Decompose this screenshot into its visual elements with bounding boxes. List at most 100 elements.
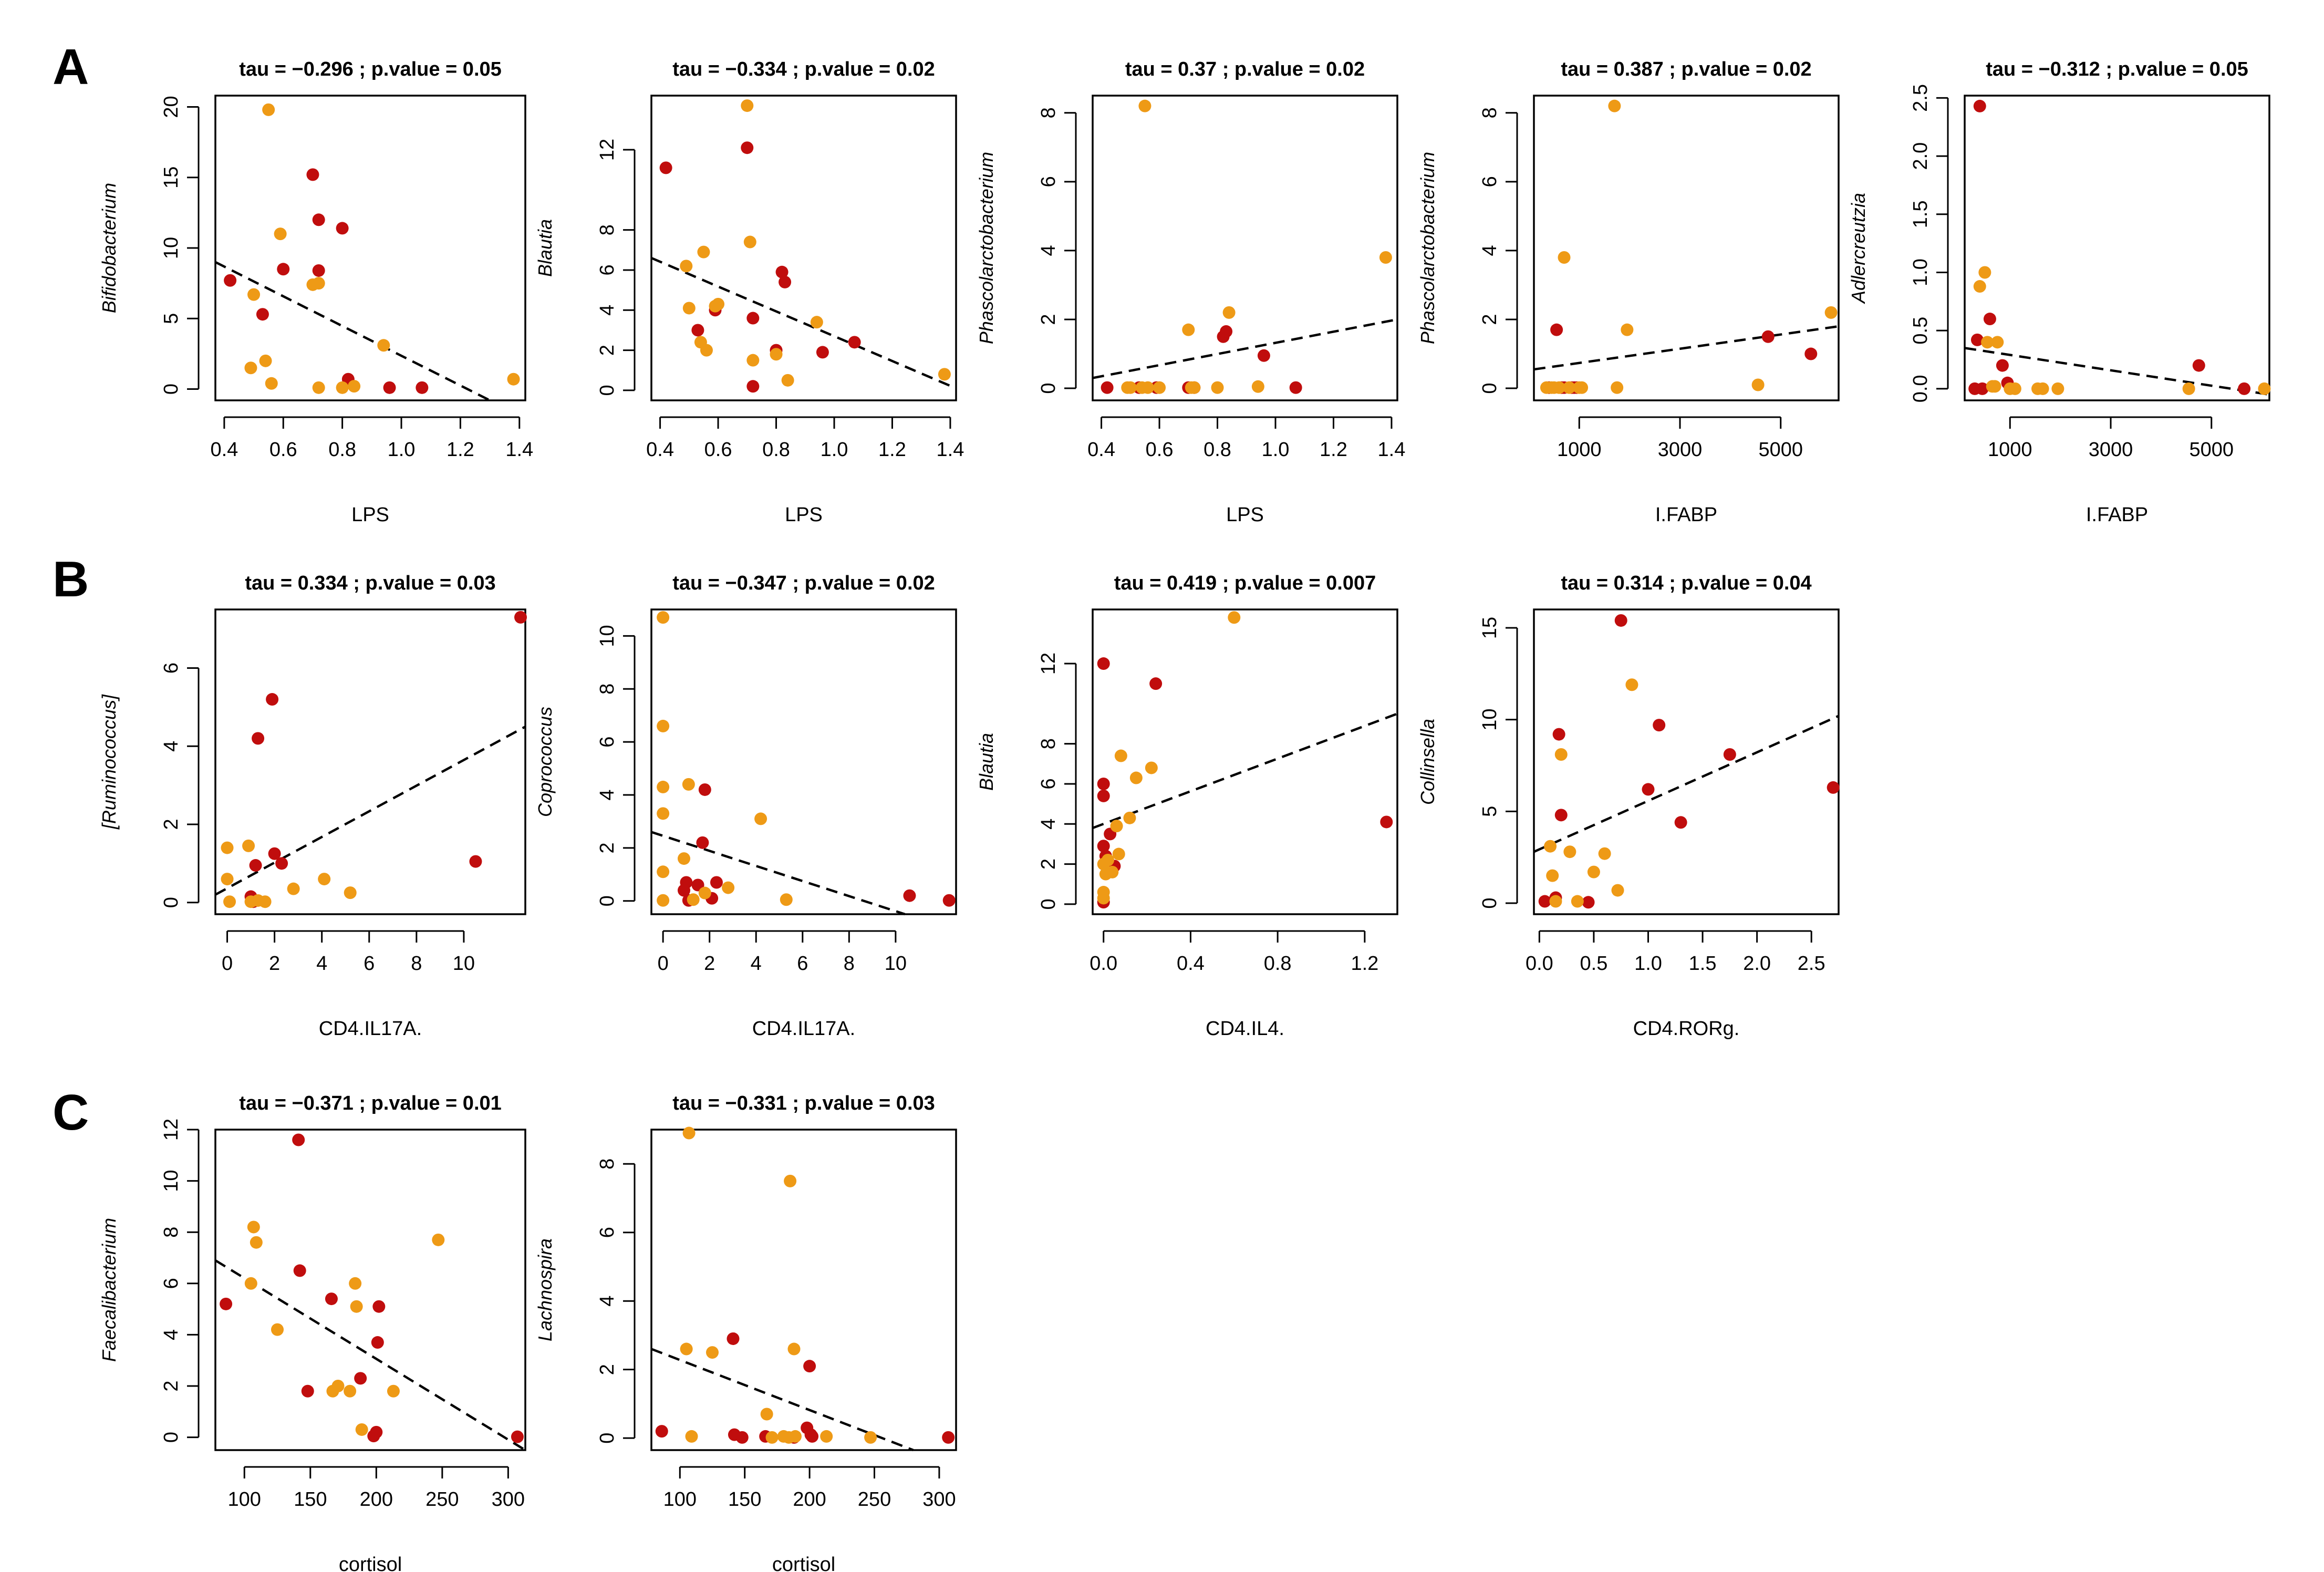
series-red: [1097, 657, 1393, 909]
y-tick-label: 6: [1038, 778, 1060, 789]
y-axis: 0.0 0.5 1.0 1.5 2.0 2.5: [1910, 84, 1949, 402]
data-point-orange: [722, 881, 735, 894]
y-tick-label: 6: [596, 1227, 618, 1238]
data-point-red: [775, 265, 788, 278]
x-tick-label: 1000: [1988, 439, 2032, 461]
data-point-red: [1642, 783, 1655, 796]
data-point-red: [655, 1425, 668, 1438]
x-axis: 1000 3000 5000: [1557, 416, 1803, 461]
y-tick-label: 5: [1479, 806, 1501, 817]
data-point-red: [1674, 816, 1687, 829]
data-point-red: [1097, 657, 1110, 670]
data-point-orange: [1621, 323, 1634, 336]
y-tick-label: 10: [1479, 708, 1501, 730]
scatter-plot-1: tau = −0.296 ; p.value = 0.05 0.4 0.6 0.8 1.…: [98, 58, 533, 526]
data-point-red: [1220, 325, 1233, 338]
series-orange: [244, 103, 520, 394]
data-point-orange: [1554, 748, 1568, 761]
series-red: [1538, 614, 1840, 909]
plot-frame: [650, 95, 957, 401]
data-point-orange: [1138, 99, 1151, 112]
data-point-red: [1550, 323, 1563, 336]
plot-title: tau = 0.334 ; p.value = 0.03: [245, 572, 495, 594]
data-point-orange: [1211, 381, 1224, 394]
data-point-red: [848, 336, 861, 349]
data-point-red: [680, 876, 693, 889]
plot-title: tau = −0.347 ; p.value = 0.02: [672, 572, 935, 594]
y-axis-label: Blautia: [976, 733, 997, 791]
data-point-orange: [1106, 865, 1119, 878]
y-tick-label: 6: [1038, 176, 1060, 187]
y-tick-label: 8: [1038, 738, 1060, 749]
data-point-orange: [1112, 847, 1125, 861]
y-axis-label: Phascolarctobacterium: [976, 152, 997, 344]
data-point-red: [816, 346, 829, 359]
x-tick-label: 1.0: [1262, 439, 1290, 461]
y-tick-label: 6: [596, 737, 618, 748]
data-point-red: [1097, 789, 1110, 802]
data-point-red: [746, 380, 760, 393]
scatter-plot-3: tau = 0.37 ; p.value = 0.02 0.4 0.6 0.8 1.0 1…: [976, 58, 1405, 526]
y-tick-label: 6: [160, 663, 182, 674]
x-tick-label: 1.0: [821, 439, 848, 461]
data-point-orange: [1228, 611, 1241, 624]
data-point-orange: [682, 778, 695, 791]
data-point-red: [727, 1332, 740, 1345]
y-axis: 0 2 4 6 8 10: [596, 625, 636, 906]
data-point-orange: [1563, 381, 1576, 394]
scatter-plot-9: tau = 0.314 ; p.value = 0.04 0.0 0.5 1.0 1.5…: [1417, 572, 1840, 1040]
data-point-red: [659, 161, 672, 174]
y-tick-label: 8: [1038, 107, 1060, 118]
series-orange: [1544, 678, 1638, 908]
regression-line: [1964, 347, 2270, 396]
data-point-orange: [687, 893, 700, 906]
data-point-red: [1149, 677, 1163, 690]
data-point-red: [1653, 719, 1666, 732]
y-tick-label: 15: [160, 167, 182, 189]
plot-frame: [650, 1129, 957, 1451]
data-point-red: [1827, 781, 1840, 794]
data-point-orange: [1124, 381, 1137, 394]
y-tick-label: 2: [596, 345, 618, 356]
data-point-orange: [1552, 381, 1565, 394]
y-tick-label: 4: [160, 741, 182, 752]
data-point-orange: [1563, 845, 1576, 859]
data-point-red: [1983, 313, 1996, 326]
x-axis-label: CD4.IL17A.: [319, 1018, 422, 1040]
data-point-orange: [780, 893, 793, 906]
data-point-orange: [1549, 895, 1562, 908]
x-axis-label: I.FABP: [1655, 504, 1717, 526]
x-tick-label: 150: [294, 1488, 327, 1511]
x-tick-label: 0.0: [1090, 953, 1117, 975]
x-axis: 0.0 0.5 1.0 1.5 2.0 2.5: [1526, 930, 1825, 975]
data-point-orange: [377, 339, 390, 352]
regression-line: [651, 1348, 914, 1452]
data-point-red: [1723, 748, 1736, 761]
data-point-orange: [741, 99, 754, 112]
plot-frame: [1533, 95, 1840, 401]
series-orange: [1097, 611, 1241, 905]
y-tick-label: 0: [596, 1433, 618, 1444]
data-point-orange: [787, 1342, 801, 1356]
data-point-red: [469, 855, 482, 868]
x-tick-label: 0.4: [1177, 953, 1205, 975]
data-point-orange: [223, 895, 236, 908]
plot-frame: [1092, 608, 1398, 915]
data-point-red: [710, 876, 723, 889]
data-point-red: [1582, 896, 1595, 909]
data-point-orange: [754, 812, 767, 825]
data-point-orange: [1097, 892, 1110, 905]
data-point-orange: [312, 381, 325, 394]
data-point-red: [301, 1384, 314, 1398]
data-point-orange: [1102, 853, 1114, 866]
y-tick-label: 2: [596, 1364, 618, 1375]
data-point-orange: [274, 227, 287, 241]
data-point-orange: [657, 865, 670, 878]
y-tick-label: 2: [1038, 314, 1060, 325]
data-point-orange: [698, 886, 711, 899]
y-tick-label: 0: [160, 384, 182, 395]
x-tick-label: 10: [885, 953, 907, 975]
y-tick-label: 15: [1479, 617, 1501, 639]
x-tick-label: 2: [269, 953, 280, 975]
y-tick-label: 4: [1038, 819, 1060, 830]
